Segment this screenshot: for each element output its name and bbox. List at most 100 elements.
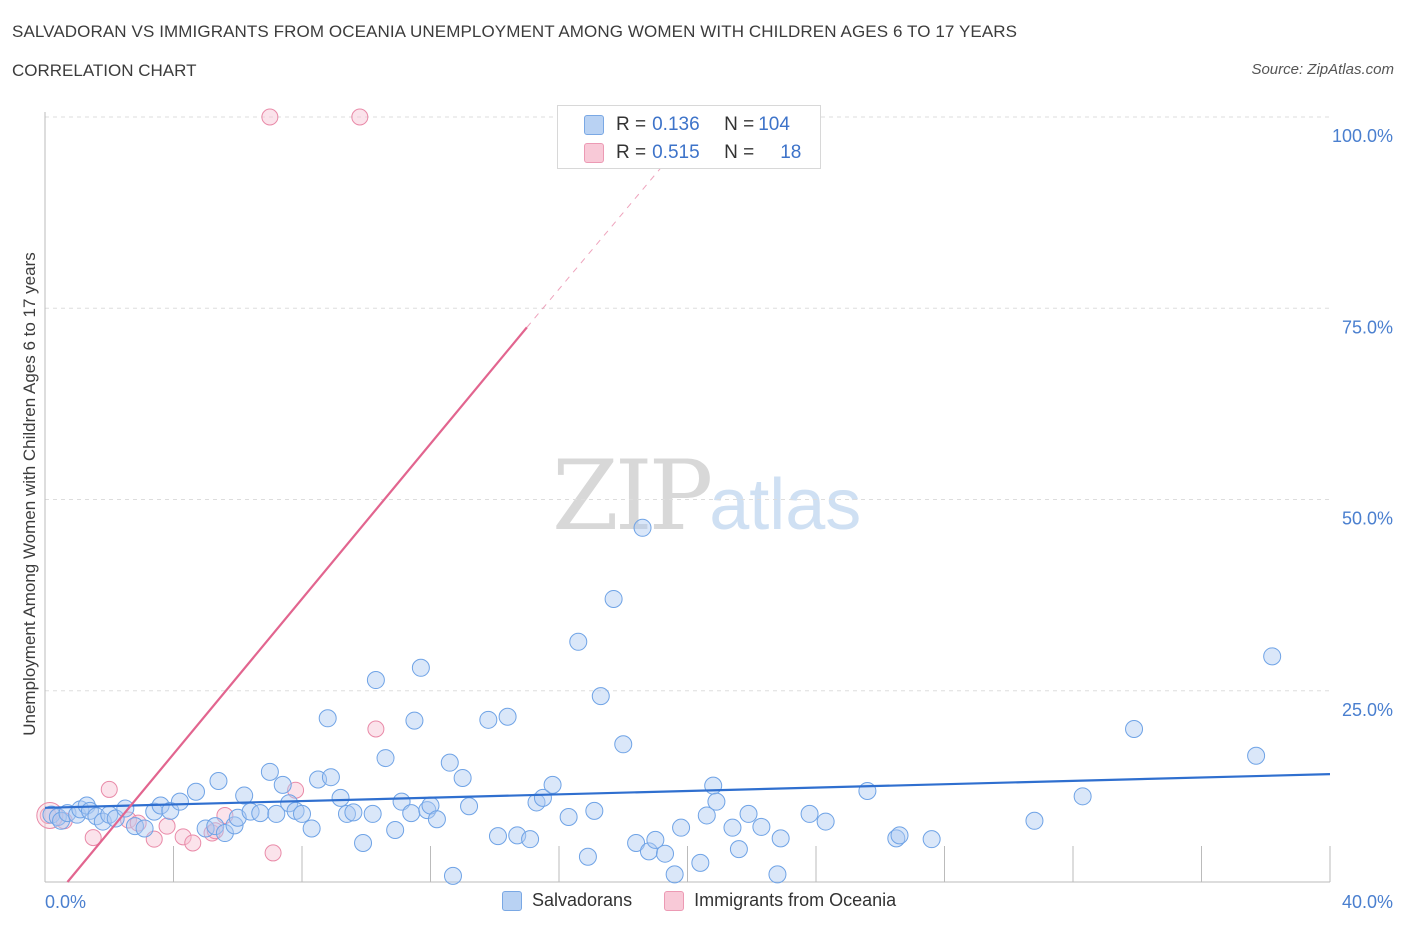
salvadoran-point[interactable] <box>186 782 205 801</box>
salvadoran-point[interactable] <box>1025 811 1044 830</box>
oceania-point[interactable] <box>158 817 176 835</box>
oceania-point[interactable] <box>264 844 282 862</box>
salvadoran-point[interactable] <box>318 709 337 728</box>
salvadoran-point[interactable] <box>922 830 941 849</box>
salvadoran-point[interactable] <box>170 792 189 811</box>
salvadoran-point[interactable] <box>752 817 771 836</box>
salvadoran-point[interactable] <box>1125 720 1144 738</box>
oceania-point[interactable] <box>100 780 118 798</box>
salvadoran-point[interactable] <box>569 632 588 651</box>
legend-row-oceania: R = 0.515 N = 18 <box>584 140 801 166</box>
salvadoran-point[interactable] <box>1247 746 1266 765</box>
legend-item-salvadorans[interactable]: Salvadorans <box>502 890 632 911</box>
watermark-atlas: atlas <box>709 465 862 545</box>
salvadoran-point[interactable] <box>293 804 311 823</box>
salvadoran-point[interactable] <box>354 833 373 852</box>
salvadoran-point[interactable] <box>479 710 498 729</box>
oceania-point[interactable] <box>351 108 369 126</box>
salvadoran-point[interactable] <box>604 589 623 608</box>
salvadoran-point[interactable] <box>672 818 691 837</box>
salvadoran-point[interactable] <box>739 804 758 823</box>
salvadoran-point[interactable] <box>363 804 382 823</box>
salvadoran-point[interactable] <box>614 735 633 754</box>
salvadoran-point[interactable] <box>116 799 135 818</box>
salvadoran-point[interactable] <box>337 804 356 823</box>
oceania-point[interactable] <box>261 108 279 126</box>
salvadoran-point[interactable] <box>273 775 292 794</box>
salvadoran-point[interactable] <box>402 804 421 823</box>
salvadoran-point[interactable] <box>800 804 819 823</box>
salvadoran-point[interactable] <box>707 792 726 811</box>
axes <box>44 112 1331 883</box>
salvadoran-point[interactable] <box>887 829 906 848</box>
x-tick-label-min: 0.0% <box>45 892 86 912</box>
salvadoran-point[interactable] <box>656 844 675 863</box>
oceania-legend-label: Immigrants from Oceania <box>694 890 897 910</box>
salvadoran-point[interactable] <box>816 812 835 831</box>
salvadoran-point[interactable] <box>585 801 604 820</box>
oceania-point[interactable] <box>184 834 202 852</box>
salvadoran-point[interactable] <box>768 865 787 884</box>
salvadoran-point[interactable] <box>453 768 472 787</box>
salvadoran-point[interactable] <box>646 830 665 849</box>
salvadoran-point[interactable] <box>639 842 658 861</box>
salvadoran-point[interactable] <box>729 840 748 859</box>
salvadoran-point[interactable] <box>591 687 610 706</box>
salvadoran-point[interactable] <box>106 809 125 828</box>
grid-lines <box>45 116 1330 692</box>
salvadoran-point[interactable] <box>771 829 790 848</box>
salvadoran-point[interactable] <box>386 820 405 839</box>
legend-item-oceania[interactable]: Immigrants from Oceania <box>664 890 896 911</box>
salvadoran-point[interactable] <box>665 865 684 884</box>
salvadoran-point[interactable] <box>440 753 459 772</box>
chart-subtitle: CORRELATION CHART <box>12 61 197 80</box>
salvadoran-point[interactable] <box>206 817 225 836</box>
salvadoran-point[interactable] <box>331 788 350 807</box>
salvadoran-point[interactable] <box>1263 647 1282 666</box>
r-label: R = <box>616 114 647 135</box>
salvadoran-point[interactable] <box>209 772 228 791</box>
salvadoran-point[interactable] <box>321 768 340 787</box>
salvadoran-point[interactable] <box>344 803 363 822</box>
salvadoran-point[interactable] <box>578 847 597 866</box>
salvadoran-point[interactable] <box>376 749 395 768</box>
salvadoran-point[interactable] <box>302 819 321 838</box>
salvadoran-trend-line <box>44 773 1331 809</box>
salvadoran-point[interactable] <box>559 807 578 826</box>
salvadoran-point[interactable] <box>627 833 646 852</box>
salvadoran-point[interactable] <box>691 853 710 872</box>
n-label: N = <box>724 142 755 163</box>
salvadoran-point[interactable] <box>488 827 507 846</box>
oceania-point[interactable] <box>84 829 102 847</box>
correlation-legend: R = 0.136 N = 104 R = 0.515 N = 18 <box>557 105 821 169</box>
salvadoran-point[interactable] <box>890 826 909 845</box>
salvadoran-point[interactable] <box>498 707 517 726</box>
salvadoran-point[interactable] <box>411 658 430 677</box>
salvadoran-point[interactable] <box>366 671 385 690</box>
r-label: R = <box>616 142 647 163</box>
salvadoran-point[interactable] <box>633 518 652 537</box>
oceania-point[interactable] <box>367 720 385 738</box>
salvadoran-point[interactable] <box>1073 787 1092 806</box>
salvadoran-point[interactable] <box>280 794 299 813</box>
salvadoran-point[interactable] <box>267 804 286 823</box>
salvadoran-point[interactable] <box>697 806 716 825</box>
n-value: 104 <box>758 114 790 135</box>
salvadoran-point[interactable] <box>161 801 180 820</box>
oceania-point[interactable] <box>174 828 192 846</box>
salvadoran-point[interactable] <box>704 776 723 795</box>
salvadoran-point[interactable] <box>723 818 742 837</box>
salvadoran-point[interactable] <box>235 786 254 805</box>
salvadoran-point[interactable] <box>427 810 446 829</box>
salvadoran-point[interactable] <box>460 797 479 816</box>
salvadoran-point[interactable] <box>52 811 71 830</box>
oceania-trend-line <box>66 326 528 883</box>
salvadoran-point[interactable] <box>443 866 462 885</box>
salvadoran-point[interactable] <box>405 711 424 730</box>
salvadoran-point[interactable] <box>521 830 540 849</box>
salvadoran-point[interactable] <box>251 804 270 823</box>
salvadoran-point[interactable] <box>543 775 562 794</box>
salvadoran-point[interactable] <box>135 819 154 838</box>
salvadoran-point[interactable] <box>260 762 279 781</box>
salvadoran-point[interactable] <box>215 824 234 843</box>
